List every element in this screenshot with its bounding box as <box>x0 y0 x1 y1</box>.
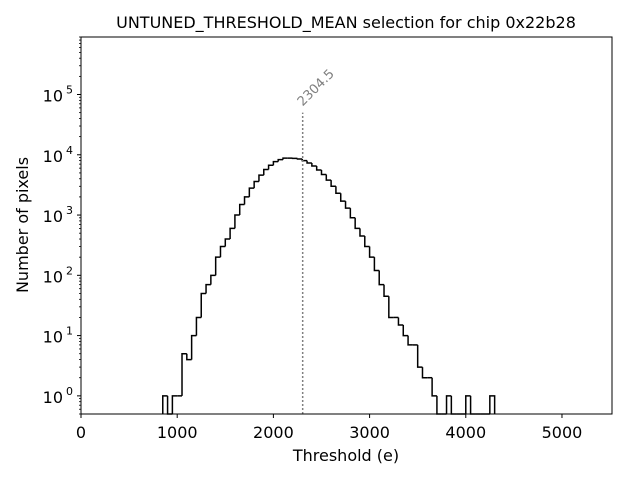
histogram-bin <box>224 238 231 247</box>
x-tick-label: 2000 <box>253 423 294 442</box>
y-tick-exponent: 2 <box>66 264 73 277</box>
histogram-bin <box>253 180 259 189</box>
histogram-bin <box>383 284 389 297</box>
histogram-bin <box>344 201 351 209</box>
histogram-bin <box>421 367 428 379</box>
histogram-bin <box>436 395 442 415</box>
histogram-bin <box>238 203 245 216</box>
histogram-bin <box>296 158 303 160</box>
x-tick-label: 3000 <box>349 423 390 442</box>
histogram-bin <box>450 395 457 415</box>
mean-marker-label: 2304.5 <box>295 67 338 110</box>
x-tick-label: 4000 <box>445 423 486 442</box>
histogram-bin <box>272 160 279 166</box>
histogram-bin <box>465 395 471 414</box>
histogram-bin <box>195 316 202 336</box>
histogram-bin <box>489 395 496 414</box>
histogram-bin <box>335 186 341 194</box>
histogram-bin <box>416 344 423 368</box>
histogram-bin <box>320 169 327 176</box>
histogram-bin <box>354 217 360 230</box>
x-tick-label: 5000 <box>542 423 583 442</box>
histogram-bin <box>243 196 250 205</box>
histogram-bin <box>200 292 207 318</box>
histogram-bin <box>263 168 269 176</box>
histogram-bin <box>388 296 394 319</box>
histogram-bin <box>311 163 317 167</box>
histogram-bin <box>469 395 476 415</box>
histogram-bin <box>229 227 235 240</box>
histogram-bin <box>368 246 375 258</box>
x-tick-label: 1000 <box>157 423 198 442</box>
y-tick-label: 10 <box>43 267 63 286</box>
histogram-bin <box>210 274 216 285</box>
chart-title: UNTUNED_THRESHOLD_MEAN selection for chi… <box>116 13 576 33</box>
y-tick-exponent: 0 <box>66 385 73 398</box>
histogram-bin <box>214 256 221 276</box>
histogram-bin <box>205 283 211 294</box>
histogram-bin <box>248 187 255 197</box>
histogram-bin <box>402 324 409 337</box>
histogram-bin <box>162 395 168 414</box>
plot-frame <box>80 36 613 415</box>
histogram-bin <box>445 395 452 414</box>
y-tick-exponent: 4 <box>66 144 73 157</box>
histogram-bin <box>267 164 274 170</box>
histogram-bin <box>407 335 413 346</box>
histogram-bin <box>282 157 288 160</box>
histogram-bin <box>306 160 312 164</box>
histogram-bin <box>181 352 187 396</box>
histogram-bin <box>325 174 332 181</box>
histogram-bin <box>364 235 370 248</box>
histogram-bin <box>349 208 356 219</box>
histogram-bin <box>234 214 240 229</box>
x-axis-label: Threshold (e) <box>292 446 399 465</box>
histogram-bin <box>171 395 178 414</box>
histogram-bin <box>373 257 380 272</box>
y-axis-label: Number of pixels <box>13 157 32 293</box>
y-tick-exponent: 1 <box>66 325 73 338</box>
histogram-bin <box>258 174 264 182</box>
histogram-bin <box>339 193 346 202</box>
y-tick-label: 10 <box>43 388 63 407</box>
x-tick-label: 0 <box>76 423 86 442</box>
histogram-bin <box>359 228 365 237</box>
histogram-bin <box>315 166 322 171</box>
y-tick-exponent: 5 <box>66 84 73 97</box>
histogram-bin <box>186 353 192 361</box>
y-tick-label: 10 <box>43 328 63 347</box>
histogram-bin <box>397 317 404 326</box>
y-tick-exponent: 3 <box>66 204 73 217</box>
histogram-bin <box>219 245 226 258</box>
y-tick-label: 10 <box>43 87 63 106</box>
y-tick-label: 10 <box>43 207 63 226</box>
histogram-bin <box>431 377 437 397</box>
histogram-bin <box>190 334 197 360</box>
histogram-bin <box>378 270 385 286</box>
histogram-bin <box>277 158 284 162</box>
y-tick-label: 10 <box>43 147 63 166</box>
histogram-bin <box>330 180 336 188</box>
